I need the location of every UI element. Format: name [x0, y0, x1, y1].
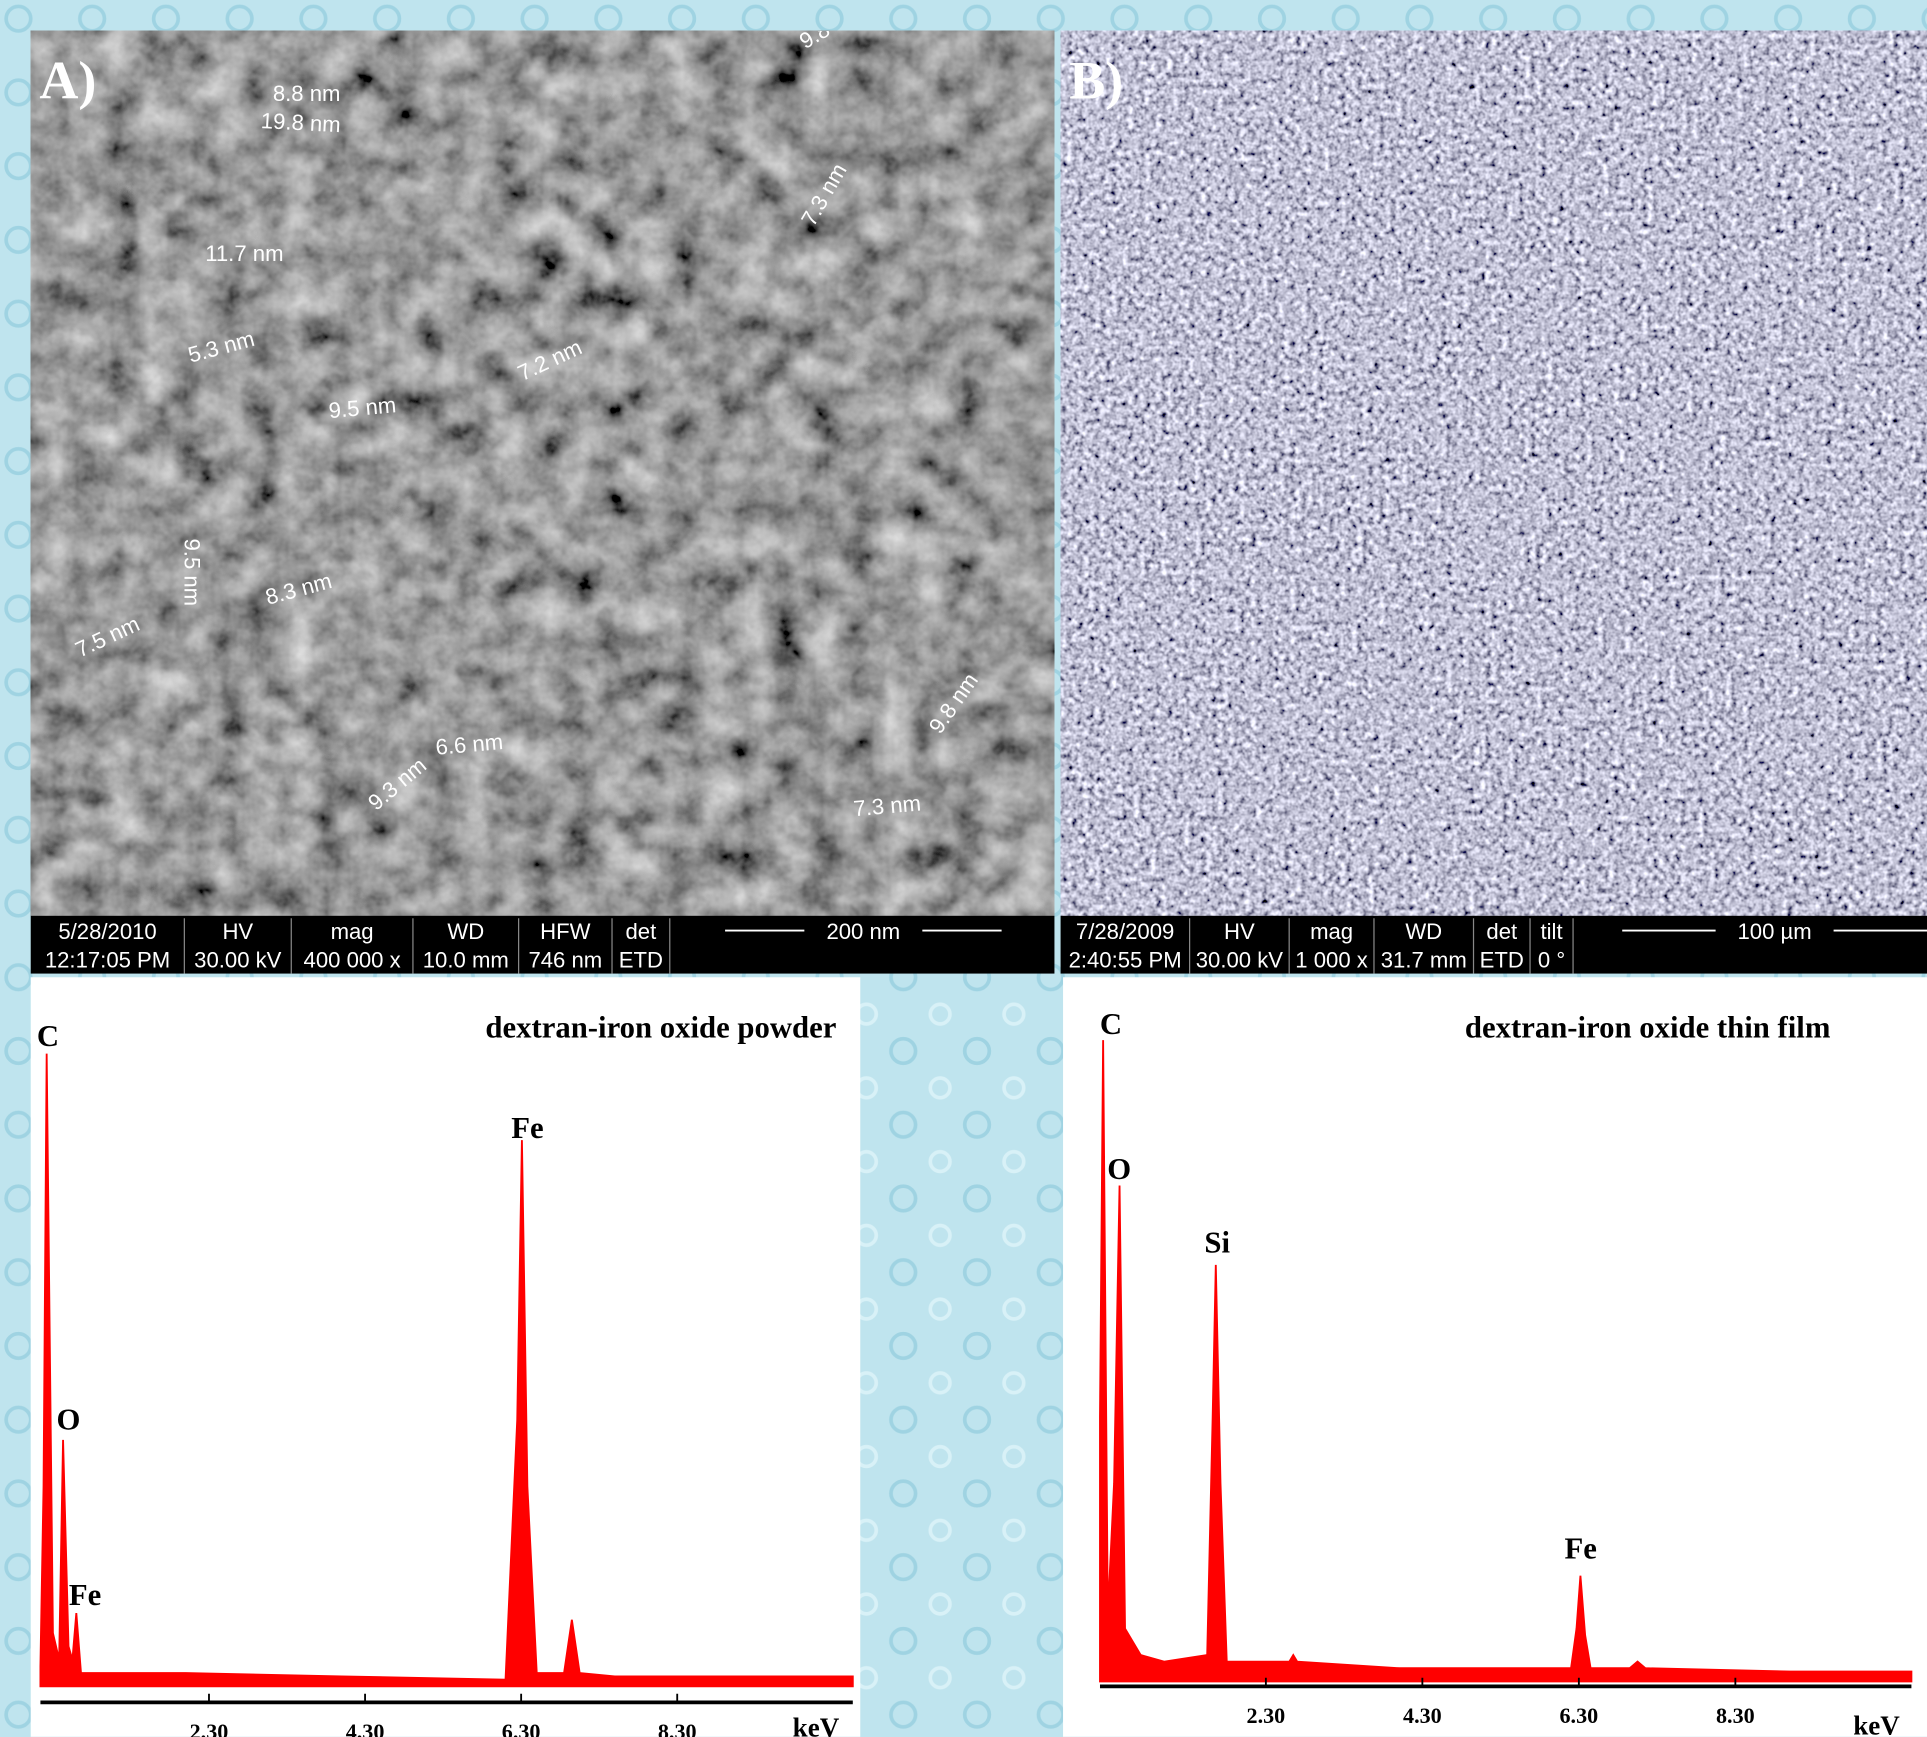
- info-header: det: [1486, 919, 1517, 944]
- measurement-label: 7.3 nm: [852, 790, 922, 821]
- info-value: ETD: [619, 947, 663, 972]
- info-header: HV: [222, 919, 253, 944]
- peak-label: C: [1100, 1007, 1122, 1041]
- info-value: 10.0 mm: [423, 947, 509, 972]
- info-header: 5/28/2010: [58, 919, 156, 944]
- info-value: 0 °: [1538, 947, 1565, 972]
- peak-label: Si: [1204, 1226, 1230, 1260]
- x-axis-label: keV: [793, 1713, 840, 1737]
- measurement-label: 19.8 nm: [260, 108, 341, 137]
- info-value: 1 000 x: [1295, 947, 1368, 972]
- x-tick-label: 4.30: [1403, 1703, 1442, 1728]
- info-value: 2:40:55 PM: [1069, 947, 1182, 972]
- info-header: HFW: [540, 919, 590, 944]
- spectrum-panel-b: [1063, 977, 1927, 1737]
- spectrum: [39, 1053, 854, 1688]
- x-tick-label: 8.30: [1716, 1703, 1755, 1728]
- scale-bar-gap: [804, 917, 923, 945]
- info-header: 7/28/2009: [1076, 919, 1174, 944]
- x-tick-label: 2.30: [1247, 1703, 1286, 1728]
- info-header: WD: [447, 919, 484, 944]
- panel-label: A): [39, 51, 96, 111]
- chart-title: dextran-iron oxide thin film: [1465, 1010, 1831, 1044]
- info-header: det: [626, 919, 657, 944]
- info-value: ETD: [1480, 947, 1524, 972]
- info-value: 12:17:05 PM: [45, 947, 170, 972]
- info-header: tilt: [1540, 919, 1562, 944]
- x-axis-label: keV: [1853, 1710, 1900, 1737]
- measurement-label: 9.5 nm: [328, 392, 398, 423]
- peak-label: O: [1107, 1152, 1131, 1186]
- peak-label: Fe: [69, 1578, 101, 1612]
- info-value: 400 000 x: [304, 947, 401, 972]
- chart-title: dextran-iron oxide powder: [485, 1010, 836, 1044]
- x-tick-label: 6.30: [502, 1719, 541, 1737]
- info-value: 746 nm: [528, 947, 602, 972]
- info-header: mag: [1310, 919, 1353, 944]
- measurement-label: 11.7 nm: [205, 241, 283, 266]
- spectrum: [1099, 1040, 1913, 1683]
- scale-bar-label: 100 µm: [1738, 919, 1812, 944]
- info-header: HV: [1224, 919, 1255, 944]
- peak-label: Fe: [1564, 1532, 1596, 1566]
- scale-bar-label: 200 nm: [826, 919, 900, 944]
- info-value: 31.7 mm: [1381, 947, 1467, 972]
- x-tick-label: 4.30: [346, 1719, 385, 1737]
- info-value: 30.00 kV: [194, 947, 282, 972]
- peak-label: O: [57, 1403, 81, 1437]
- x-tick-label: 2.30: [190, 1719, 229, 1737]
- sem-image-a: [30, 30, 1055, 916]
- spectrum-panel-a: [30, 977, 861, 1737]
- x-tick-label: 6.30: [1560, 1703, 1599, 1728]
- peak-label: Fe: [511, 1111, 543, 1145]
- measurement-label: 9.5 nm: [179, 539, 204, 607]
- measurement-label: 8.8 nm: [273, 81, 341, 106]
- peak-label: C: [37, 1019, 59, 1053]
- info-value: 30.00 kV: [1196, 947, 1284, 972]
- sem-image-b: [1060, 30, 1927, 916]
- info-header: WD: [1405, 919, 1442, 944]
- panel-label: B): [1069, 51, 1123, 111]
- measurement-label: 6.6 nm: [435, 729, 505, 760]
- x-tick-label: 8.30: [658, 1719, 697, 1737]
- info-header: mag: [331, 919, 374, 944]
- scale-bar-gap: [1715, 917, 1834, 945]
